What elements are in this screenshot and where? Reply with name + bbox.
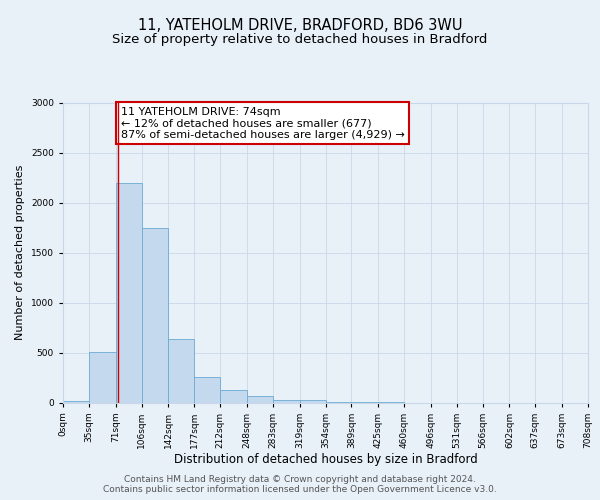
Text: 11, YATEHOLM DRIVE, BRADFORD, BD6 3WU: 11, YATEHOLM DRIVE, BRADFORD, BD6 3WU bbox=[138, 18, 462, 32]
Bar bbox=[273, 400, 299, 402]
Bar bbox=[247, 396, 273, 402]
Bar bbox=[299, 400, 325, 402]
Text: Contains HM Land Registry data © Crown copyright and database right 2024.
Contai: Contains HM Land Registry data © Crown c… bbox=[103, 474, 497, 494]
Bar bbox=[168, 338, 194, 402]
X-axis label: Distribution of detached houses by size in Bradford: Distribution of detached houses by size … bbox=[173, 454, 478, 466]
Bar bbox=[220, 390, 247, 402]
Text: Size of property relative to detached houses in Bradford: Size of property relative to detached ho… bbox=[112, 32, 488, 46]
Bar bbox=[63, 400, 89, 402]
Y-axis label: Number of detached properties: Number of detached properties bbox=[16, 165, 25, 340]
Bar bbox=[89, 352, 116, 403]
Bar bbox=[116, 182, 142, 402]
Text: 11 YATEHOLM DRIVE: 74sqm
← 12% of detached houses are smaller (677)
87% of semi-: 11 YATEHOLM DRIVE: 74sqm ← 12% of detach… bbox=[121, 106, 405, 140]
Bar bbox=[194, 376, 220, 402]
Bar bbox=[142, 228, 168, 402]
